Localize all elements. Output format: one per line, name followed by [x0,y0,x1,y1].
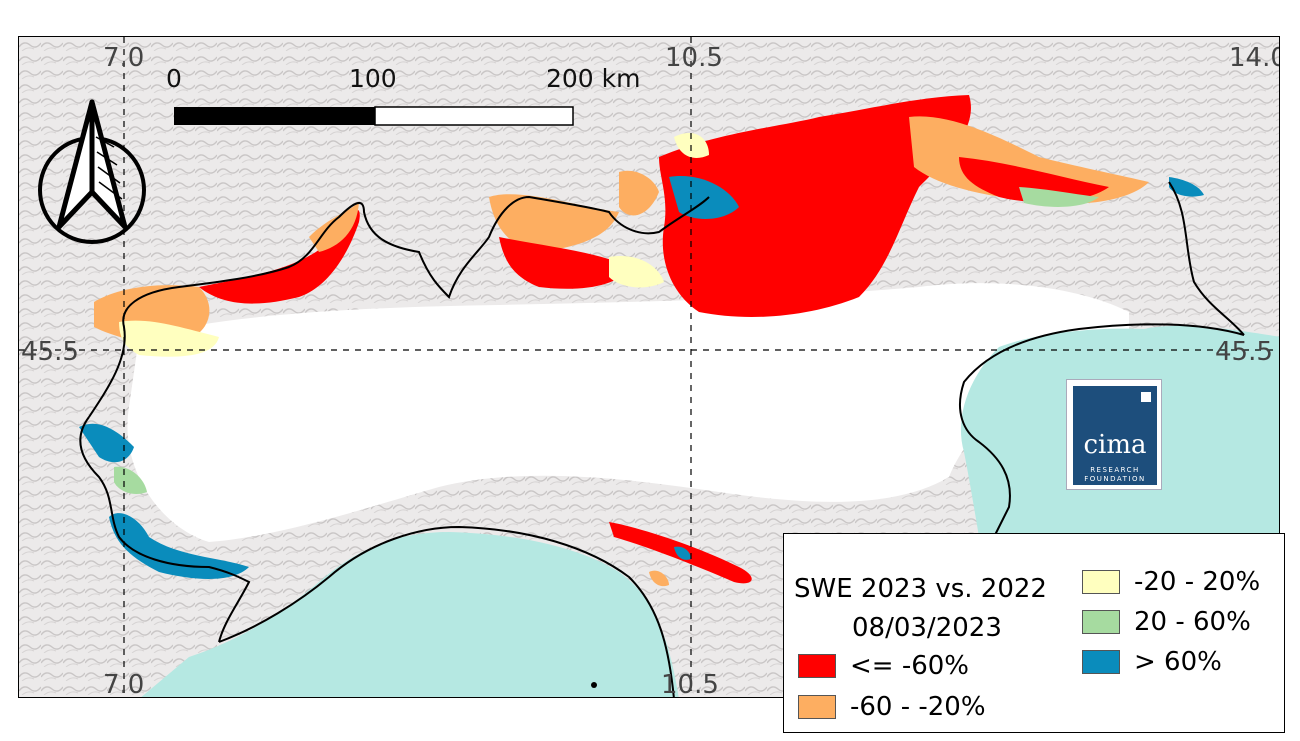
lon-label-top-14: 14.0 [1229,43,1279,73]
logo-wordmark: cima [1083,430,1147,460]
scale-label-200: 200 km [546,64,641,93]
legend-label: -60 - -20% [850,692,986,722]
logo-line-research: RESEARCH [1090,466,1140,474]
legend-label: 20 - 60% [1134,607,1251,637]
logo-square [1141,392,1151,402]
legend-swatch [1082,570,1120,594]
eastern-border [1168,181,1245,336]
legend-label: <= -60% [850,651,970,681]
cima-logo: cima RESEARCH FOUNDATION [1066,379,1162,490]
national-border [88,195,710,418]
legend-item-minus-20-20: -20 - 20% [1082,567,1260,597]
island-dot [591,682,597,688]
scale-label-0: 0 [166,64,182,93]
map-canvas [19,37,1279,697]
lon-label-top-7: 7.0 [103,43,145,73]
legend-swatch [798,695,836,719]
legend-label: -20 - 20% [1134,567,1261,597]
legend-item-20-60: 20 - 60% [1082,607,1251,637]
western-border [79,416,251,643]
ligurian-coast [218,525,675,697]
cima-logo-block: cima RESEARCH FOUNDATION [1073,386,1157,485]
lon-label-bottom-10-5: 10.5 [661,670,719,698]
scale-bar [174,106,574,126]
lon-label-bottom-7: 7.0 [103,670,145,698]
scale-label-100: 100 [349,64,397,93]
legend-label: > 60% [1134,647,1222,677]
legend-swatch [1082,650,1120,674]
map-frame: 7.0 10.5 14.0 7.0 10.5 45.5 45.5 0 100 2… [18,36,1280,698]
legend-item-minus-60-minus-20: -60 - -20% [798,692,986,722]
lat-label-right: 45.5 [1215,337,1273,367]
swe-change-patches [79,95,1204,587]
adriatic-coast [959,323,1245,538]
legend-swatch [1082,610,1120,634]
po-plain [127,283,1129,542]
legend-item-le-minus-60: <= -60% [798,651,969,681]
legend: SWE 2023 vs. 2022 08/03/2023 <= -60% -60… [783,533,1285,733]
lon-label-top-10-5: 10.5 [665,43,723,73]
legend-date: 08/03/2023 [852,613,1002,643]
north-arrow-icon [38,99,146,244]
logo-line-foundation: FOUNDATION [1084,475,1146,483]
legend-title: SWE 2023 vs. 2022 [794,574,1047,604]
ligurian-sea [141,532,679,697]
lat-label-left: 45.5 [21,337,79,367]
legend-swatch [798,654,836,678]
legend-item-gt-60: > 60% [1082,647,1222,677]
